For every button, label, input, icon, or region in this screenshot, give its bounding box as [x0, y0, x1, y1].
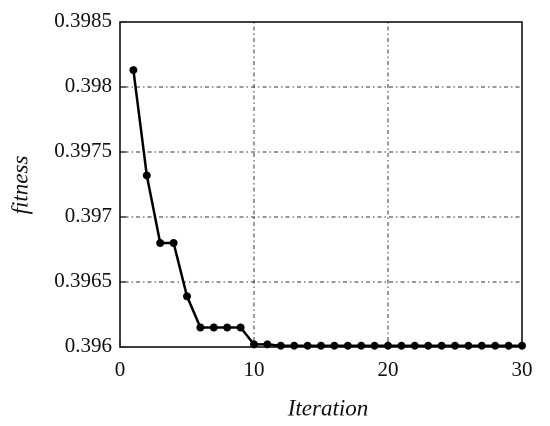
- data-point: [209, 323, 218, 332]
- data-point: [451, 341, 459, 350]
- data-point: [518, 341, 526, 350]
- data-point: [223, 323, 232, 332]
- plot-frame: [119, 21, 523, 348]
- data-point: [330, 341, 339, 350]
- data-point: [317, 341, 325, 350]
- x-tick-label: 20: [378, 357, 399, 381]
- y-axis-label: fitness: [7, 156, 32, 215]
- data-point: [236, 323, 245, 332]
- data-point: [276, 341, 285, 350]
- y-tick-label: 0.3965: [54, 268, 112, 292]
- x-axis-label: Iteration: [287, 395, 369, 420]
- y-tick-label: 0.3975: [54, 138, 112, 162]
- data-point: [384, 341, 392, 350]
- y-tick-label: 0.398: [65, 73, 112, 97]
- data-point: [370, 341, 379, 350]
- data-point: [169, 239, 178, 247]
- data-point: [183, 292, 191, 301]
- data-point: [129, 66, 138, 75]
- data-point: [343, 341, 352, 350]
- data-point: [303, 341, 312, 350]
- data-point: [464, 341, 473, 350]
- y-tick-label: 0.3985: [54, 8, 112, 32]
- data-point: [437, 341, 446, 350]
- data-point: [142, 171, 151, 180]
- data-point: [357, 341, 366, 350]
- x-tick-label: 10: [244, 357, 265, 381]
- data-point: [504, 341, 513, 350]
- data-point: [250, 340, 258, 349]
- data-point: [491, 341, 500, 350]
- y-tick-label: 0.396: [65, 333, 112, 357]
- data-point: [290, 341, 299, 350]
- data-point: [196, 323, 205, 332]
- x-tick-label: 30: [512, 357, 533, 381]
- data-point: [263, 340, 272, 349]
- data-line: [132, 69, 522, 347]
- y-tick-label: 0.397: [65, 203, 112, 227]
- data-point: [397, 341, 406, 350]
- data-point: [477, 341, 486, 350]
- data-point: [424, 341, 433, 350]
- data-point: [156, 239, 165, 247]
- data-point: [410, 341, 419, 350]
- x-tick-label: 0: [115, 357, 126, 381]
